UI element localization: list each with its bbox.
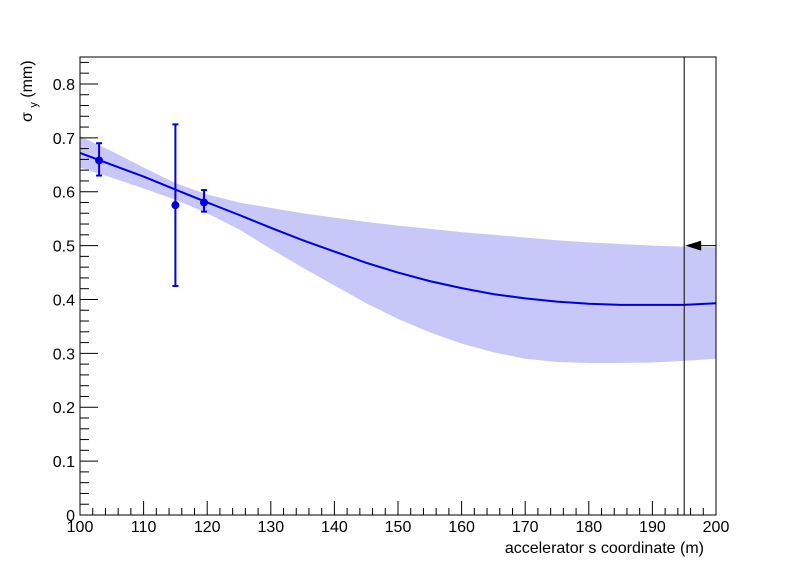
confidence-band-layer [80, 136, 716, 364]
x-tick-label: 180 [575, 519, 602, 536]
y-tick-label: 0.6 [53, 185, 75, 202]
fit-curve-layer [79, 151, 717, 306]
arrow-head [685, 240, 702, 251]
data-point-1 [95, 156, 104, 165]
x-tick-label: 110 [131, 519, 157, 536]
x-tick-label: 170 [512, 519, 539, 536]
y-tick-labels: 0 0.1 0.2 0.3 0.4 0.5 0.6 0.7 0.8 [53, 77, 75, 525]
x-tick-label: 200 [703, 519, 730, 536]
x-tick-label: 140 [321, 519, 348, 536]
y-axis-symbol: σ [19, 112, 36, 122]
y-tick-label: 0.4 [53, 292, 75, 309]
data-point-3 [200, 198, 209, 207]
confidence-band [80, 136, 716, 364]
y-tick-label: 0 [66, 508, 75, 525]
vertical-marker-layer [683, 57, 716, 515]
x-tick-label: 150 [385, 519, 412, 536]
y-tick-label: 0.7 [53, 131, 75, 148]
x-axis-ticks [79, 501, 717, 515]
y-axis-subscript: y [28, 102, 40, 108]
y-axis-title: σ y (mm) [19, 60, 41, 122]
y-tick-label: 0.5 [53, 239, 75, 256]
data-point-2 [171, 201, 180, 210]
x-axis-title: accelerator s coordinate (m) [505, 540, 704, 557]
y-axis-ticks [80, 61, 98, 516]
x-tick-labels: 100 110 120 130 140 150 160 170 180 190 200 [67, 519, 730, 536]
y-tick-label: 0.8 [53, 77, 75, 94]
data-points-layer [95, 123, 209, 287]
x-tick-label: 130 [257, 519, 284, 536]
y-tick-label: 0.1 [53, 454, 75, 471]
x-tick-label: 190 [639, 519, 666, 536]
y-tick-label: 0.3 [53, 346, 75, 363]
y-tick-label: 0.2 [53, 400, 75, 417]
y-axis-unit: (mm) [19, 60, 36, 97]
fit-curve [79, 151, 717, 306]
x-tick-label: 100 [67, 519, 94, 536]
x-tick-label: 160 [448, 519, 475, 536]
x-tick-label: 120 [194, 519, 221, 536]
